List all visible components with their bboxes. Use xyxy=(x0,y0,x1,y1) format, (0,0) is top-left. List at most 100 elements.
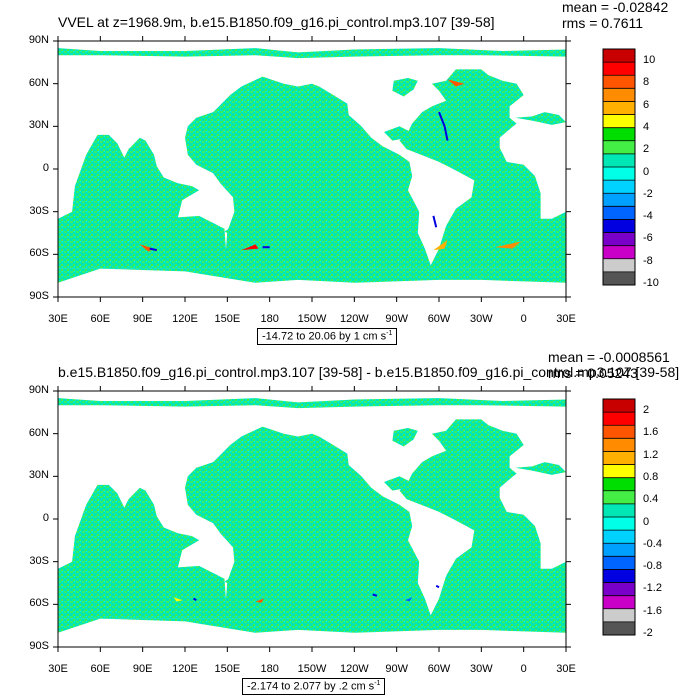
colorbar-swatch xyxy=(603,75,635,89)
colorbar-label: 0 xyxy=(643,165,650,178)
colorbar-label: -0.4 xyxy=(643,537,662,550)
lon-label: 90W xyxy=(385,663,408,675)
colorbar-label: 4 xyxy=(643,121,650,133)
colorbar-swatch xyxy=(603,153,635,168)
colorbar-swatch xyxy=(603,464,635,479)
lon-label: 150E xyxy=(214,313,241,325)
colorbar-label: -10 xyxy=(643,277,659,290)
colorbar-swatch xyxy=(603,569,635,583)
colorbar-swatch xyxy=(603,193,635,207)
colorbar-label: -6 xyxy=(643,232,653,245)
lat-label: 0 xyxy=(42,162,49,174)
hotspot-2 xyxy=(433,240,448,251)
panel-2-mean: mean = -0.0008561 xyxy=(548,349,670,365)
colorbar-label: -0.8 xyxy=(643,560,662,573)
panel-2-colorbar xyxy=(602,398,636,636)
blue-feature-0 xyxy=(193,597,197,601)
lon-label: 30E xyxy=(556,663,576,675)
lon-label: 90E xyxy=(132,313,153,325)
colorbar-swatch xyxy=(603,127,635,142)
ocean-hudson xyxy=(392,428,418,447)
lon-label: 90E xyxy=(132,663,153,675)
lon-label: 120E xyxy=(172,663,198,675)
ocean-med xyxy=(515,462,566,475)
colorbar-swatch xyxy=(603,114,635,129)
panel-2-range-label: -2.174 to 2.077 by .2 cm s xyxy=(247,680,375,693)
lat-label: 60S xyxy=(29,247,49,260)
panel-1-colorbar xyxy=(602,48,636,286)
colorbar-swatch xyxy=(603,49,635,63)
lat-label: 90N xyxy=(28,34,49,46)
panel-2-title: b.e15.B1850.f09_g16.pi_control.mp3.107 [… xyxy=(58,364,680,380)
colorbar-label: -8 xyxy=(643,254,653,267)
colorbar-label: 6 xyxy=(643,98,650,111)
ocean-gulf xyxy=(384,126,411,141)
colorbar-swatch xyxy=(603,206,635,220)
hotspot-1 xyxy=(241,244,259,251)
lon-label: 60E xyxy=(90,663,111,675)
colorbar-label: -1.2 xyxy=(643,582,662,595)
colorbar-swatch xyxy=(603,451,635,465)
lon-label: 120W xyxy=(339,663,369,675)
colorbar-swatch xyxy=(603,140,635,155)
blue-feature-0 xyxy=(438,111,449,141)
hotspot-2 xyxy=(405,597,413,602)
colorbar-swatch xyxy=(603,517,635,531)
lat-label: 60N xyxy=(28,426,49,439)
colorbar-swatch xyxy=(603,490,635,505)
colorbar-swatch xyxy=(603,425,635,439)
lon-label: 60W xyxy=(427,663,451,675)
colorbar-swatch xyxy=(603,167,635,181)
hotspot-3 xyxy=(495,241,521,249)
colorbar-label: 1.2 xyxy=(643,448,659,461)
ocean-med xyxy=(515,112,566,125)
panel-1-range-box: -14.72 to 20.06 by 1 cm s-1 xyxy=(257,328,398,345)
lon-label: 180 xyxy=(260,663,279,675)
colorbar-swatch xyxy=(603,412,635,426)
ocean-atlantic xyxy=(399,419,566,619)
colorbar-label: 2 xyxy=(643,143,650,156)
lon-label: 30W xyxy=(470,313,493,325)
panel-1-mean: mean = -0.02842 xyxy=(562,0,669,15)
blue-feature-2 xyxy=(149,247,158,252)
colorbar-swatch xyxy=(603,180,635,194)
colorbar-swatch xyxy=(603,530,635,544)
panel-1-range-label: -14.72 to 20.06 by 1 cm s xyxy=(262,330,387,343)
panel-2-rms: rms = 0.05243 xyxy=(548,365,638,381)
colorbar-swatch xyxy=(603,219,635,233)
panel-1-map xyxy=(53,36,571,302)
lon-label: 90W xyxy=(385,313,408,325)
colorbar-swatch xyxy=(603,595,635,610)
lon-label: 60W xyxy=(427,313,451,325)
colorbar-label: -4 xyxy=(643,210,653,223)
colorbar-swatch xyxy=(603,232,635,247)
lon-label: 30E xyxy=(48,663,68,675)
colorbar-label: 2 xyxy=(643,404,650,417)
lon-label: 60E xyxy=(90,313,111,325)
colorbar-swatch xyxy=(603,582,635,597)
colorbar-swatch xyxy=(603,258,635,273)
panel-2-map xyxy=(53,386,571,652)
lat-label: 30S xyxy=(29,204,49,217)
ocean-tasman xyxy=(224,220,267,241)
colorbar-label: -2 xyxy=(643,187,653,200)
colorbar-swatch xyxy=(603,399,635,413)
lon-label: 30E xyxy=(556,313,576,325)
colorbar-swatch xyxy=(603,608,635,623)
colorbar-swatch xyxy=(603,503,635,518)
lat-label: 60S xyxy=(29,597,49,610)
hotspot-0 xyxy=(173,597,183,602)
lat-label: 30N xyxy=(28,469,49,482)
colorbar-label: -2 xyxy=(643,627,653,640)
lon-label: 30W xyxy=(470,663,493,675)
lon-label: 150E xyxy=(214,663,241,675)
colorbar-swatch xyxy=(603,245,635,260)
lon-label: 30E xyxy=(48,313,68,325)
colorbar-label: 8 xyxy=(643,76,650,89)
lat-label: 90S xyxy=(29,290,49,302)
colorbar-label: 10 xyxy=(643,54,656,67)
colorbar-swatch xyxy=(603,438,635,452)
colorbar-swatch xyxy=(603,88,635,102)
colorbar-swatch xyxy=(603,101,635,115)
colorbar-swatch xyxy=(603,556,635,570)
